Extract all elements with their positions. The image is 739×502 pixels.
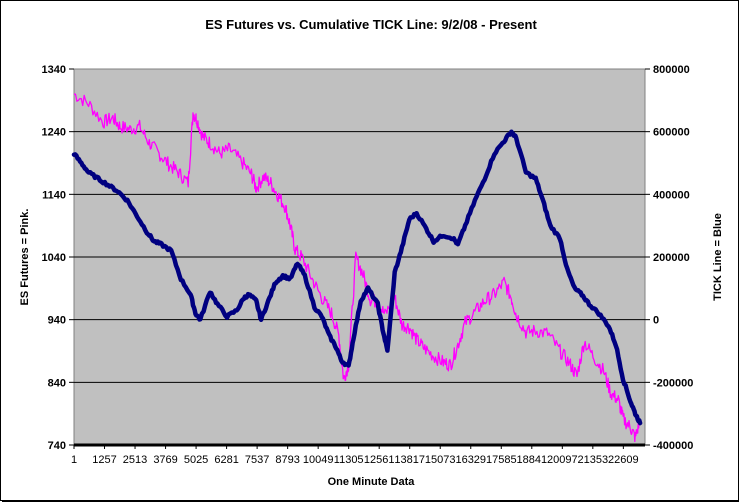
es-futures-series	[74, 93, 641, 443]
x-tick-label: 17585	[486, 454, 517, 466]
x-tick-label: 18841	[516, 454, 547, 466]
x-tick-label: 10049	[303, 454, 334, 466]
x-tick-label: 3769	[153, 454, 177, 466]
x-tick-label: 1257	[92, 454, 116, 466]
x-axis-ticks: 1 1257 2513 3769 5025 6281 7537 8793 10049 11305 1…	[71, 445, 639, 466]
right-tick-label: 0	[653, 315, 659, 327]
x-tick-label: 22609	[608, 454, 639, 466]
right-tick-label: 600000	[653, 127, 690, 139]
x-tick-label: 12561	[364, 454, 395, 466]
x-tick-label: 8793	[275, 454, 299, 466]
left-axis-ticks: 1340 1240 1140 1040 940 840 740	[42, 64, 74, 452]
x-tick-label: 21353	[578, 454, 609, 466]
left-tick-label: 1340	[42, 64, 66, 76]
right-tick-label: -200000	[653, 377, 693, 389]
left-tick-label: 940	[48, 315, 66, 327]
x-tick-label: 2513	[123, 454, 147, 466]
left-tick-label: 1040	[42, 252, 66, 264]
x-tick-label: 5025	[184, 454, 208, 466]
tick-line-series	[71, 129, 643, 426]
left-tick-label: 740	[48, 440, 66, 452]
left-tick-label: 840	[48, 377, 66, 389]
right-tick-label: 800000	[653, 64, 690, 76]
x-tick-label: 7537	[245, 454, 269, 466]
right-tick-label: 200000	[653, 252, 690, 264]
x-axis-title: One Minute Data	[328, 476, 416, 488]
right-axis-ticks: 800000 600000 400000 200000 0 -200000 -400000	[645, 64, 693, 452]
x-tick-label: 16329	[455, 454, 486, 466]
right-axis-title: TICK Line = Blue	[712, 213, 724, 301]
left-tick-label: 1240	[42, 127, 66, 139]
right-tick-label: 400000	[653, 189, 690, 201]
chart-title: ES Futures vs. Cumulative TICK Line: 9/2…	[205, 17, 537, 32]
x-tick-label: 13817	[394, 454, 425, 466]
gridlines	[74, 131, 645, 383]
left-axis-title: ES Futures = Pink.	[19, 209, 31, 306]
x-tick-label: 1	[71, 454, 77, 466]
x-tick-label: 11305	[334, 454, 364, 466]
right-tick-label: -400000	[653, 440, 693, 452]
x-tick-label: 15073	[425, 454, 456, 466]
x-tick-label: 6281	[214, 454, 238, 466]
es-futures-line	[74, 93, 641, 443]
tick-line	[71, 129, 643, 426]
x-tick-label: 20097	[547, 454, 578, 466]
left-tick-label: 1140	[42, 189, 66, 201]
